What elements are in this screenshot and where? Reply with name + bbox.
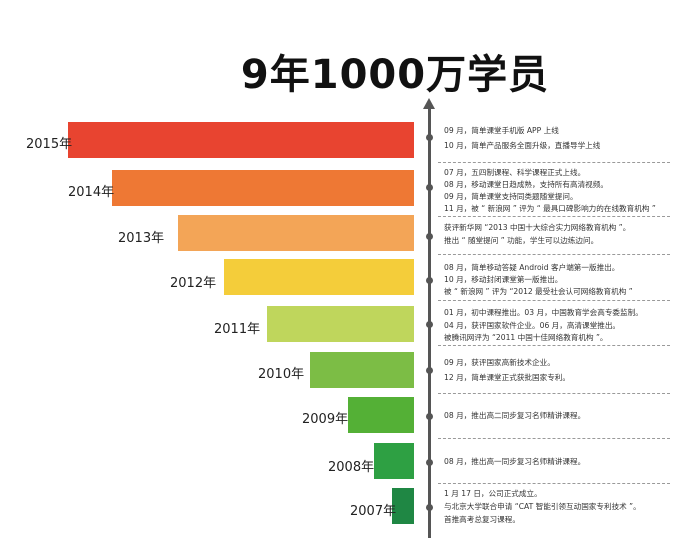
event-text: 09 月，获评国家高新技术企业。 <box>444 358 555 367</box>
timeline-dot <box>426 233 433 240</box>
year-bar-2011 <box>267 306 414 342</box>
event-text: 与北京大学联合申请 “CAT 智能引领互动国家专利技术 ”。 <box>444 502 641 511</box>
year-label: 2012年 <box>170 276 217 291</box>
event-text: 08 月，推出高一同步复习名师精讲课程。 <box>444 457 586 466</box>
year-bar-2009 <box>348 397 414 433</box>
timeline-dot <box>426 413 433 420</box>
year-bar-2015 <box>68 122 414 158</box>
event-text: 10 月，简单产品服务全面升级，直播导学上线 <box>444 141 601 150</box>
year-bar-2013 <box>178 215 414 251</box>
timeline-dot <box>426 277 433 284</box>
row-divider <box>438 254 670 255</box>
event-text: 1 月 17 日，公司正式成立。 <box>444 489 542 498</box>
year-label: 2010年 <box>258 367 305 382</box>
event-text: 推出 “ 随堂提问 ” 功能，学生可以边练边问。 <box>444 236 599 245</box>
year-label: 2013年 <box>118 231 165 246</box>
event-text: 09 月，简单课堂手机版 APP 上线 <box>444 126 559 135</box>
event-text: 04 月，获评国家软件企业。06 月，高清课堂推出。 <box>444 321 621 330</box>
row-divider <box>438 216 670 217</box>
arrow-up-icon <box>423 98 435 109</box>
row-divider <box>438 300 670 301</box>
timeline-dot <box>426 504 433 511</box>
event-text: 10 月，移动封闭课堂第一版推出。 <box>444 275 563 284</box>
event-text: 11 月，被 “ 新浪网 ” 评为 “ 最具口碑影响力的在线教育机构 ” <box>444 204 656 213</box>
year-label: 2011年 <box>214 322 261 337</box>
year-label: 2015年 <box>26 137 73 152</box>
year-bar-2008 <box>374 443 414 479</box>
year-label: 2008年 <box>328 460 375 475</box>
page-title: 9年1000万学员 <box>240 52 550 98</box>
timeline-dot <box>426 321 433 328</box>
timeline-dot <box>426 459 433 466</box>
event-text: 01 月，初中课程推出。03 月，中国教育学会高专委监制。 <box>444 308 643 317</box>
row-divider <box>438 162 670 163</box>
event-text: 被腾讯网评为 “2011 中国十佳网络教育机构 ”。 <box>444 333 608 342</box>
row-divider <box>438 438 670 439</box>
year-bar-2010 <box>310 352 414 388</box>
event-text: 被 “ 新浪网 ” 评为 “2012 最受社会认可网络教育机构 ” <box>444 287 633 296</box>
event-text: 08 月，简单移动答疑 Android 客户端第一版推出。 <box>444 263 620 272</box>
row-divider <box>438 483 670 484</box>
event-text: 获评新华网 “2013 中国十大综合实力网络教育机构 ”。 <box>444 223 631 232</box>
year-bar-2007 <box>392 488 414 524</box>
row-divider <box>438 345 670 346</box>
event-text: 08 月，移动课堂日趋成熟，支持所有高清视频。 <box>444 180 608 189</box>
year-label: 2009年 <box>302 412 349 427</box>
event-text: 09 月，简单课堂支持同类题随堂提问。 <box>444 192 578 201</box>
year-label: 2014年 <box>68 185 115 200</box>
year-bar-2014 <box>112 170 414 206</box>
row-divider <box>438 393 670 394</box>
year-bar-2012 <box>224 259 414 295</box>
timeline-dot <box>426 134 433 141</box>
event-text: 12 月，简单课堂正式获批国家专利。 <box>444 373 570 382</box>
year-label: 2007年 <box>350 504 397 519</box>
event-text: 首推高考总复习课程。 <box>444 515 520 524</box>
event-text: 07 月，五四制课程、科学课程正式上线。 <box>444 168 586 177</box>
timeline-dot <box>426 184 433 191</box>
event-text: 08 月，推出高二同步复习名师精讲课程。 <box>444 411 586 420</box>
timeline-dot <box>426 367 433 374</box>
